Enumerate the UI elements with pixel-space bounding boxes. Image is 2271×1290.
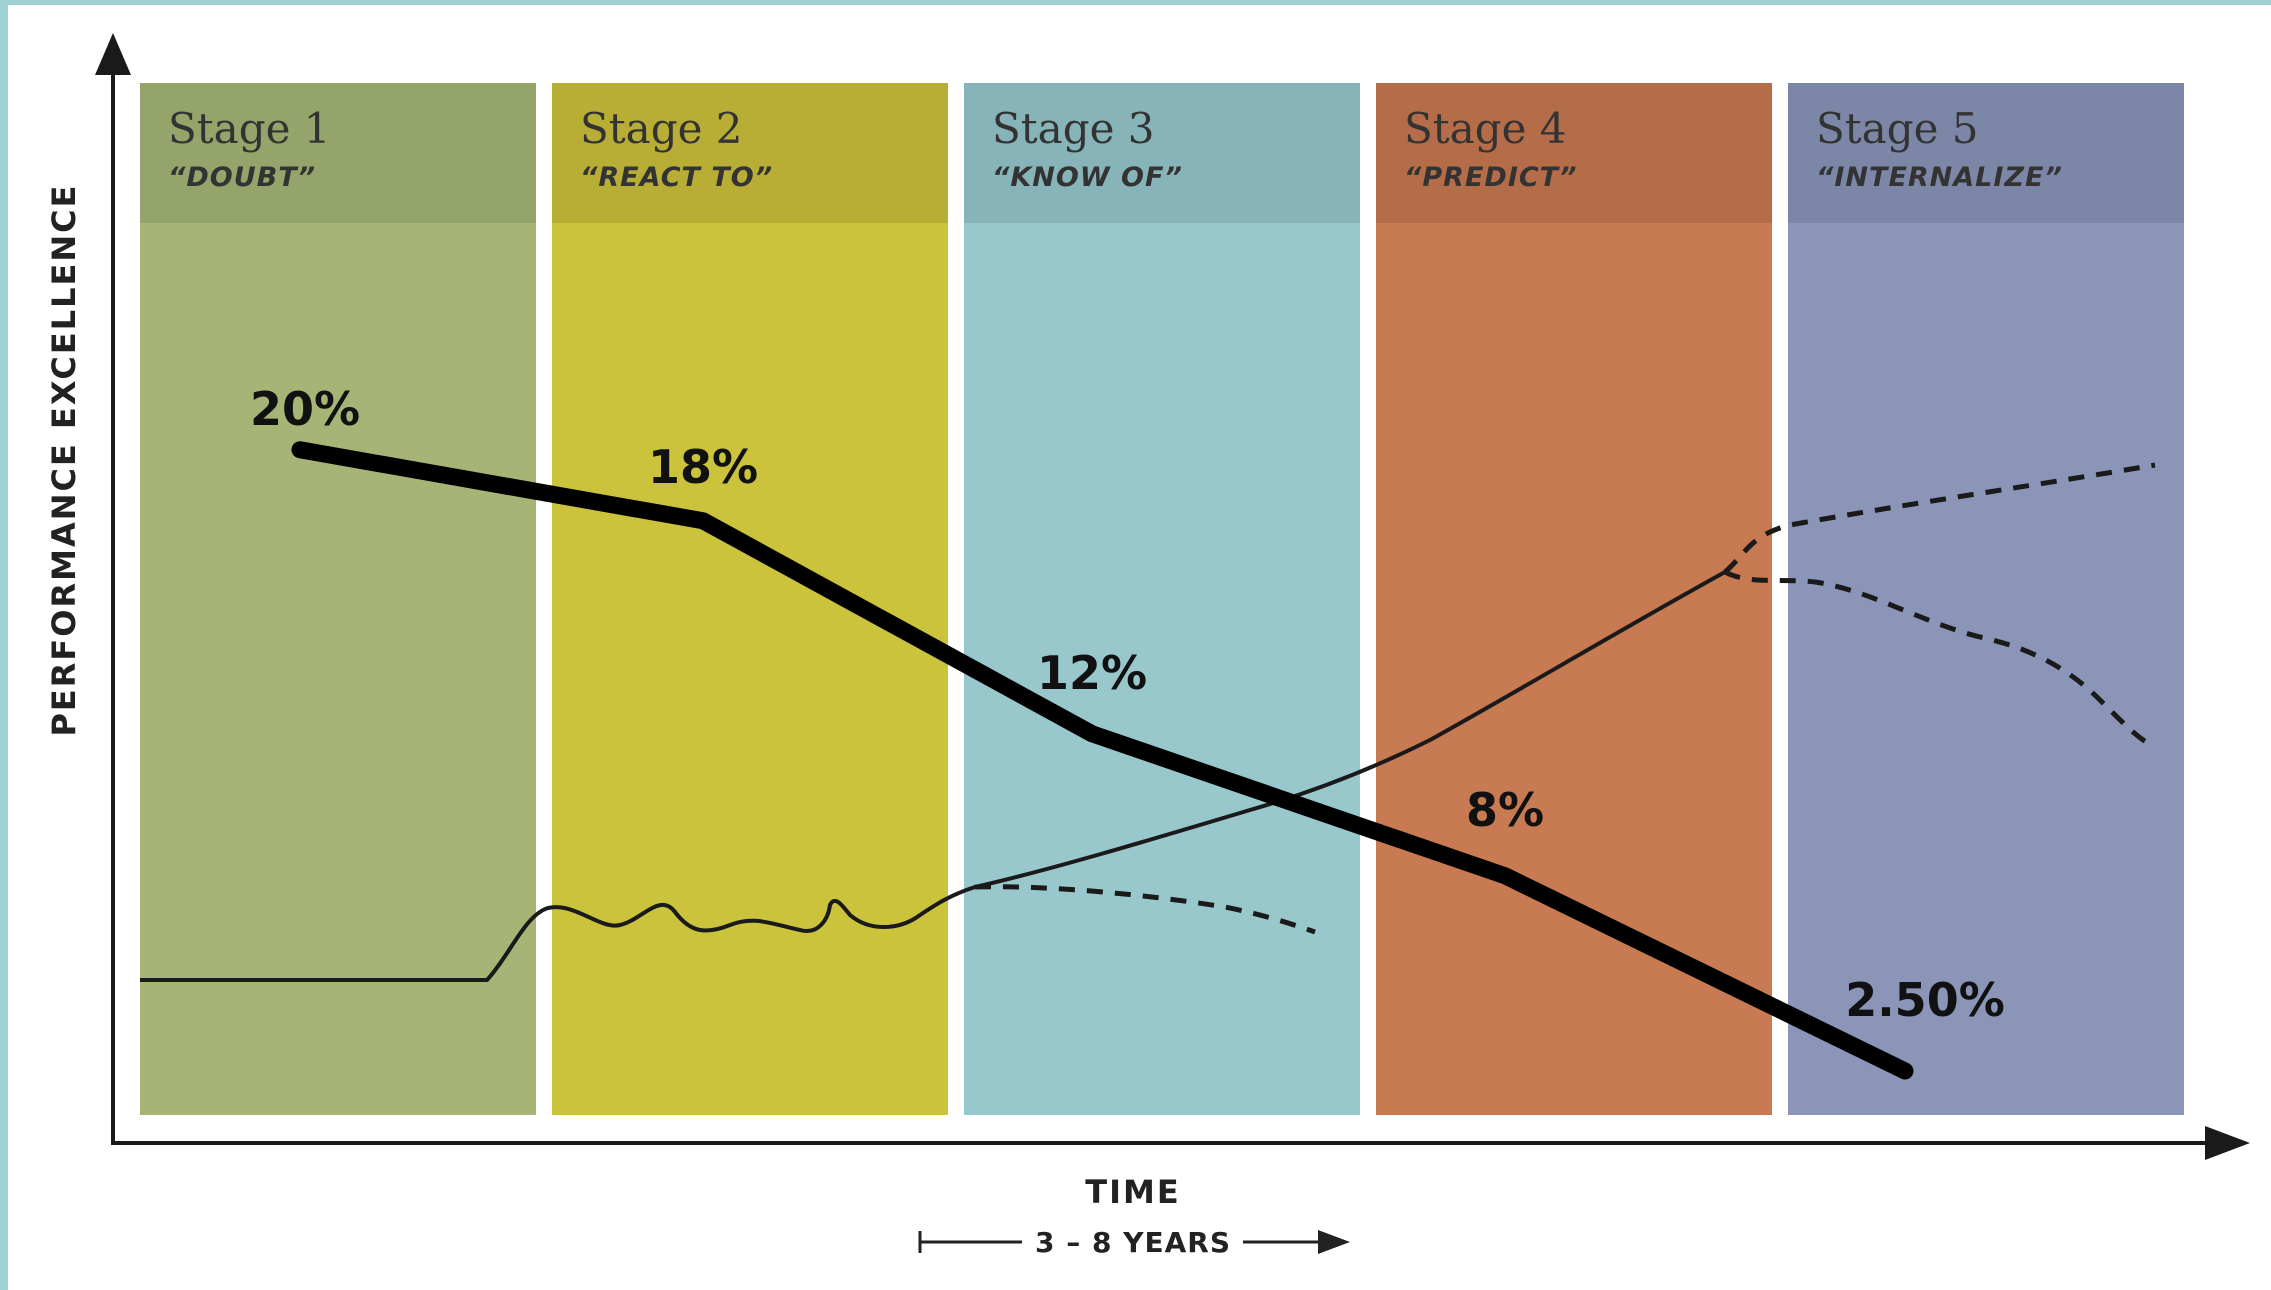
stage-band-header [552, 83, 948, 223]
stage-title: Stage 3 [992, 104, 1155, 153]
data-label: 2.50% [1845, 973, 2005, 1027]
performance-curve [140, 462, 2156, 982]
stage-band-body [1788, 83, 2184, 1115]
stage-band-header [964, 83, 1360, 223]
stage-band-body [964, 83, 1360, 1115]
main-series-line [291, 441, 1914, 1080]
stage-band-2: Stage 2 “REACT TO” [552, 83, 948, 1115]
stage-band-3: Stage 3 “KNOW OF” [964, 83, 1360, 1115]
stage-band-body [552, 83, 948, 1115]
performance-curve-branch-stage5-rise-dashed [1723, 462, 2156, 574]
stage-band-1: Stage 1 “DOUBT” [140, 83, 536, 1115]
stage-band-body [1376, 83, 1772, 1115]
data-label: 12% [1037, 646, 1147, 700]
stage-bands: Stage 1 “DOUBT” Stage 2 “REACT TO” Stage 3 “K… [140, 83, 2184, 1115]
stage-band-4: Stage 4 “PREDICT” [1376, 83, 1772, 1115]
stage-subtitle: “INTERNALIZE” [1816, 162, 2063, 193]
performance-curve-solid [140, 570, 1726, 982]
stage-title: Stage 4 [1404, 104, 1567, 153]
duration-label: 3 – 8 YEARS [1035, 1226, 1231, 1259]
stage-subtitle: “KNOW OF” [992, 162, 1183, 193]
stage-band-body [140, 83, 536, 1115]
stage-subtitle: “PREDICT” [1404, 162, 1578, 193]
stage-band-header [1788, 83, 2184, 223]
y-axis-label: PERFORMANCE EXCELLENCE [45, 183, 83, 736]
stage-band-header [1376, 83, 1772, 223]
stage-title: Stage 1 [168, 104, 331, 153]
axes [95, 33, 2250, 1160]
stage-band-5: Stage 5 “INTERNALIZE” [1788, 83, 2184, 1115]
performance-curve-branch-stage3-dashed [974, 884, 1316, 935]
stage-title: Stage 2 [580, 104, 743, 153]
data-label: 8% [1466, 783, 1544, 837]
duration-arrow [1318, 1230, 1350, 1254]
stage-title: Stage 5 [1816, 104, 1979, 153]
x-axis-arrow [2205, 1126, 2250, 1160]
stage-subtitle: “DOUBT” [168, 162, 316, 193]
duration-indicator: 3 – 8 YEARS [918, 1226, 1350, 1259]
main-series: 20% 18% 12% 8% 2.50% [250, 382, 2005, 1080]
stage-band-header [140, 83, 536, 223]
stage-subtitle: “REACT TO” [580, 162, 773, 193]
data-label: 18% [648, 440, 758, 494]
y-axis-arrow [95, 33, 131, 75]
x-axis-label: TIME [1085, 1173, 1180, 1211]
performance-curve-branch-stage5-decline-dashed [1723, 569, 2154, 748]
data-label: 20% [250, 382, 360, 436]
